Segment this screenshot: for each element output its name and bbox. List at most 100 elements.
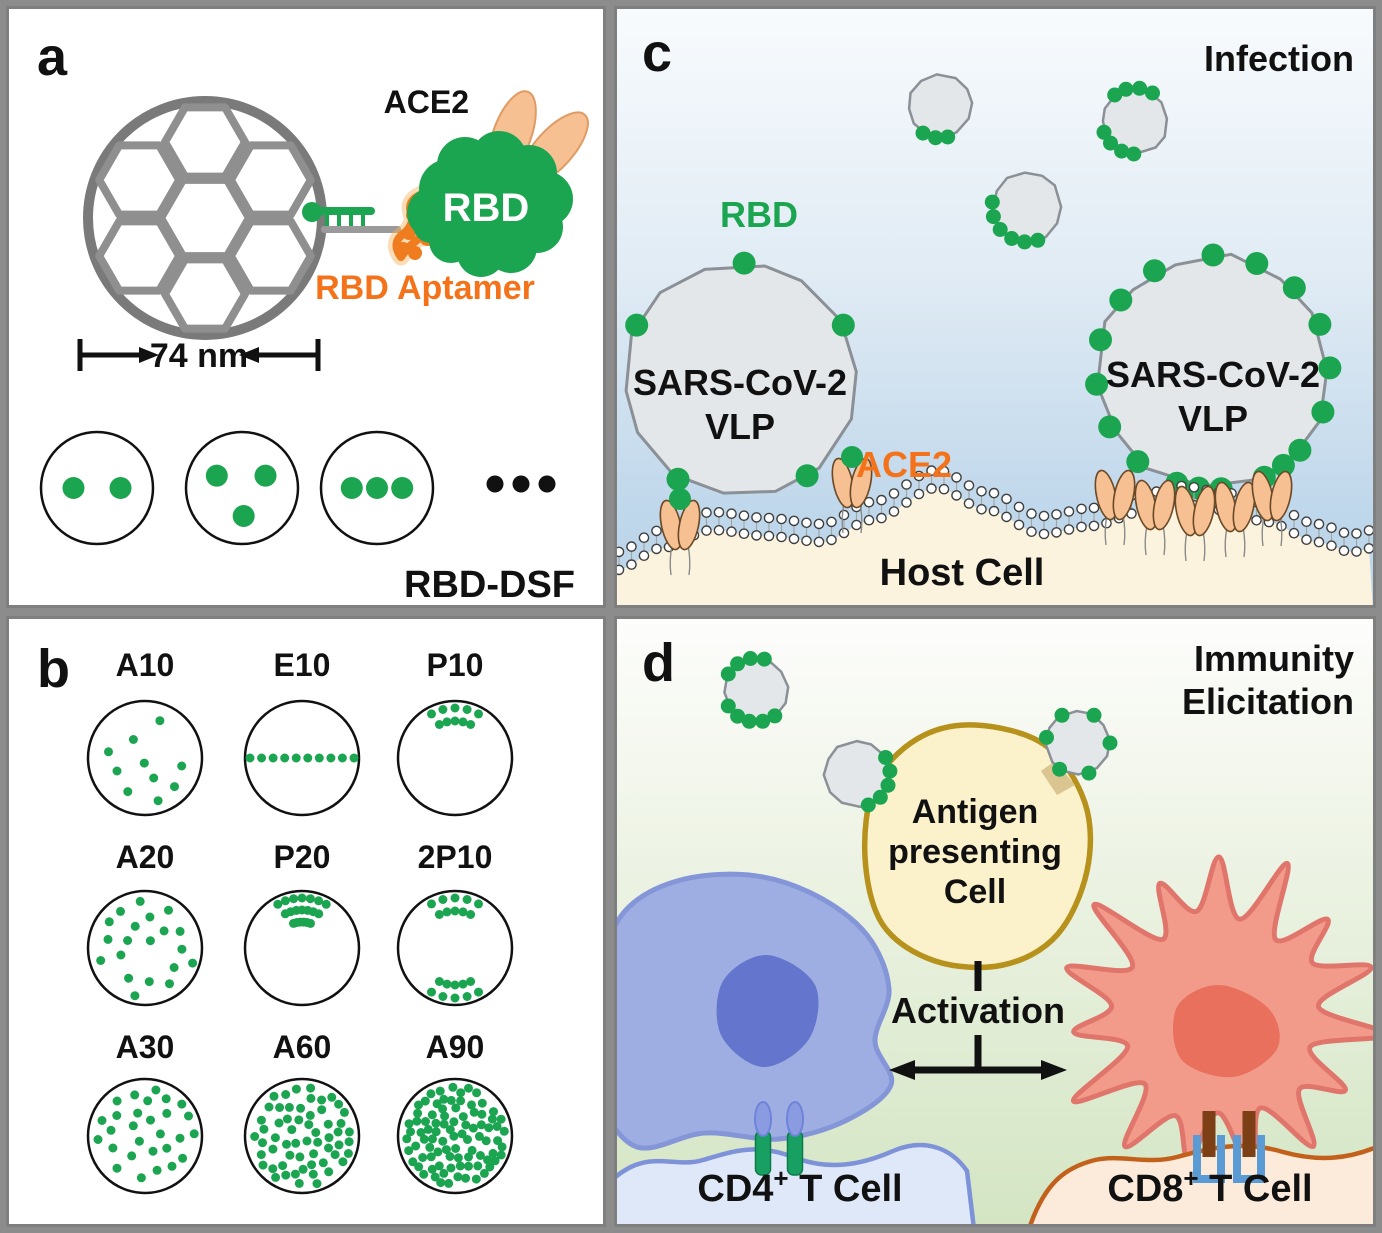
cd4-tcell-label: CD4+ T Cell (697, 1163, 902, 1210)
rbd-dot (330, 1150, 340, 1160)
ellipsis-dot (512, 475, 530, 493)
rbd-dot (297, 893, 307, 903)
lipid-head (1313, 518, 1325, 530)
cage-facet (226, 141, 315, 219)
free-vlp (907, 73, 974, 140)
rbd-dot (155, 716, 165, 726)
rbd-dot (155, 1129, 165, 1139)
rbd-dot (333, 1127, 343, 1137)
linker-tooth (349, 215, 353, 228)
cage-outline (83, 96, 327, 340)
rbd-dot (434, 1161, 444, 1171)
lipid-head (963, 498, 975, 509)
rbd-dot (318, 1158, 328, 1168)
rbd-dot (464, 1083, 473, 1093)
rbd-dot (127, 1151, 137, 1161)
rbd-dot (269, 1091, 279, 1101)
rbd-dot (268, 1144, 278, 1154)
rbd-dot (451, 1103, 461, 1113)
rbd-dot (165, 979, 174, 989)
lipid-head (988, 487, 1000, 499)
rbd-dot (256, 1115, 266, 1125)
lipid-head (813, 518, 825, 530)
vaccine-vlps (720, 651, 1118, 813)
rbd-dot (1271, 453, 1295, 477)
rbd-dot (336, 1118, 346, 1128)
ace2-lobe (1269, 470, 1293, 522)
lipid-head (926, 465, 937, 476)
rbd-dot (123, 787, 133, 797)
rbd-dot (406, 1127, 415, 1137)
rbd-label: RBD (443, 186, 530, 230)
ace2-lobe (677, 499, 701, 551)
rbd-dot (159, 926, 169, 936)
rbd-dot (116, 950, 126, 960)
ace2-receptor (1214, 481, 1256, 558)
rbd-dot (940, 129, 956, 145)
lipid-head (1038, 528, 1050, 540)
rbd-dot (477, 1098, 487, 1108)
panel-c: c Infection RBD ACE2 SARS-CoV-2 VLP SARS… (614, 6, 1376, 608)
lipid-head (738, 528, 750, 540)
rbd-dot (425, 1142, 435, 1152)
panel-letter: b (37, 639, 70, 699)
dsf-particle (39, 430, 155, 546)
apc-label-line3: Cell (944, 873, 1006, 911)
rbd-dot (1085, 372, 1109, 396)
lipid-head (1076, 503, 1087, 515)
ace2-label: ACE2 (856, 444, 952, 485)
lipid-head (826, 534, 837, 546)
bound-vlps (624, 243, 1342, 501)
rbd-dot (466, 720, 476, 729)
cd4-sup: + (773, 1163, 788, 1193)
rbd-dot (1245, 252, 1269, 275)
lipid-head (1076, 521, 1087, 533)
rbd-dot (420, 1096, 430, 1106)
rbd-dot (474, 709, 483, 719)
rbd-dot (426, 1089, 436, 1099)
rbd-dot (1288, 438, 1312, 462)
vlp-left-label-line2: VLP (705, 406, 775, 447)
lipid-head (901, 479, 912, 490)
lipid-head (701, 525, 712, 536)
rbd-dot (481, 1136, 491, 1146)
rbd-dot (112, 1163, 122, 1173)
panel-letter: a (37, 27, 68, 87)
activation-label: Activation (891, 990, 1065, 1031)
rbd-dot (177, 761, 187, 771)
ace2-lobe (849, 457, 873, 509)
rbd-dot (337, 753, 347, 763)
rbd-dot (1017, 234, 1033, 250)
rbd-dot (268, 1164, 278, 1174)
rbd-dot (428, 1134, 437, 1144)
panel-b-canvas: A10 E10 P10 A20 P20 2P10 A30 A60 A90 b (37, 639, 514, 1195)
lipid-head (626, 541, 637, 552)
rbd-dot (324, 1167, 334, 1177)
rbd-dot (756, 651, 772, 667)
rbd-dot (880, 777, 896, 793)
rbd-dot (257, 753, 267, 763)
rbd-dot (167, 1161, 177, 1171)
lipid-head (763, 530, 775, 542)
ellipsis-dot (538, 475, 556, 493)
rbd-dot (488, 1148, 498, 1158)
rbd-dot (188, 958, 198, 968)
cd8-tcr-rail (1217, 1135, 1225, 1183)
cd8-tcr-rail (1233, 1135, 1241, 1183)
rbd-dot (419, 1169, 429, 1179)
rbd-dot (479, 1168, 489, 1178)
cage-facet (161, 255, 249, 333)
rbd-dot (1145, 85, 1160, 101)
rbd-dot (434, 977, 444, 986)
rbd-dot (438, 1136, 448, 1146)
lipid-head (617, 546, 625, 558)
rbd-dot (143, 1096, 153, 1106)
rbd-dot (438, 705, 448, 714)
rbd-dot (298, 1164, 308, 1174)
rbd-dot (427, 1164, 437, 1174)
rbd-dot (444, 1178, 454, 1188)
rbd-dot (1052, 761, 1068, 777)
rbd-dot (462, 705, 472, 714)
lipid-head (876, 512, 887, 524)
